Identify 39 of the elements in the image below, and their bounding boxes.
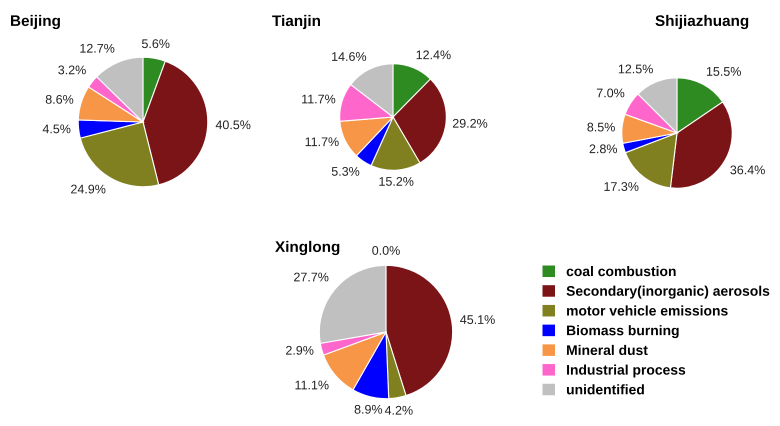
data-label: 12.4% <box>416 50 451 60</box>
data-label: 3.2% <box>58 66 86 74</box>
data-label: 5.3% <box>332 166 360 176</box>
chart-title: Tianjin <box>272 14 320 30</box>
data-label: 4.5% <box>42 124 70 134</box>
data-label: 8.6% <box>46 94 74 104</box>
data-label: 15.2% <box>379 176 414 186</box>
data-label: 14.6% <box>332 52 366 61</box>
legend-label: Industrial process <box>567 364 686 378</box>
data-label: 15.5% <box>706 67 741 76</box>
data-label: 27.7% <box>294 272 328 282</box>
data-label: 29.2% <box>452 118 488 128</box>
data-label: 24.9% <box>71 184 106 194</box>
chart-title: Beijing <box>11 14 60 30</box>
legend-label: Biomass burning <box>567 325 679 338</box>
data-label: 11.1% <box>295 380 329 390</box>
data-label: 12.5% <box>618 64 653 74</box>
legend-label: coal combustion <box>566 266 676 276</box>
data-label: 45.1% <box>460 315 495 324</box>
data-label: 5.6% <box>142 39 170 48</box>
data-label: 40.5% <box>216 120 250 130</box>
text: 0.0% <box>372 246 400 255</box>
data-label: 2.9% <box>286 346 314 355</box>
chart-title: Shijiazhuang <box>655 14 748 30</box>
data-label: 12.7% <box>80 44 114 53</box>
data-label: 8.5% <box>587 122 615 132</box>
legend-label: Mineral dust <box>567 344 648 356</box>
chart-title: Xinglong <box>275 240 340 256</box>
data-label: 4.2% <box>384 406 413 415</box>
data-label: 7.0% <box>596 88 624 98</box>
data-label: 36.4% <box>730 165 765 174</box>
data-label: 17.3% <box>604 182 638 191</box>
legend-label: motor vehicle emissions <box>567 305 728 316</box>
legend-label: unidentified <box>566 384 644 394</box>
data-label: 11.7% <box>306 137 339 146</box>
data-label: 8.9% <box>354 404 382 414</box>
data-label: 11.7% <box>302 94 336 104</box>
legend-label: Secondary(inorganic) aerosols <box>566 286 770 299</box>
data-label: 2.8% <box>590 144 618 154</box>
